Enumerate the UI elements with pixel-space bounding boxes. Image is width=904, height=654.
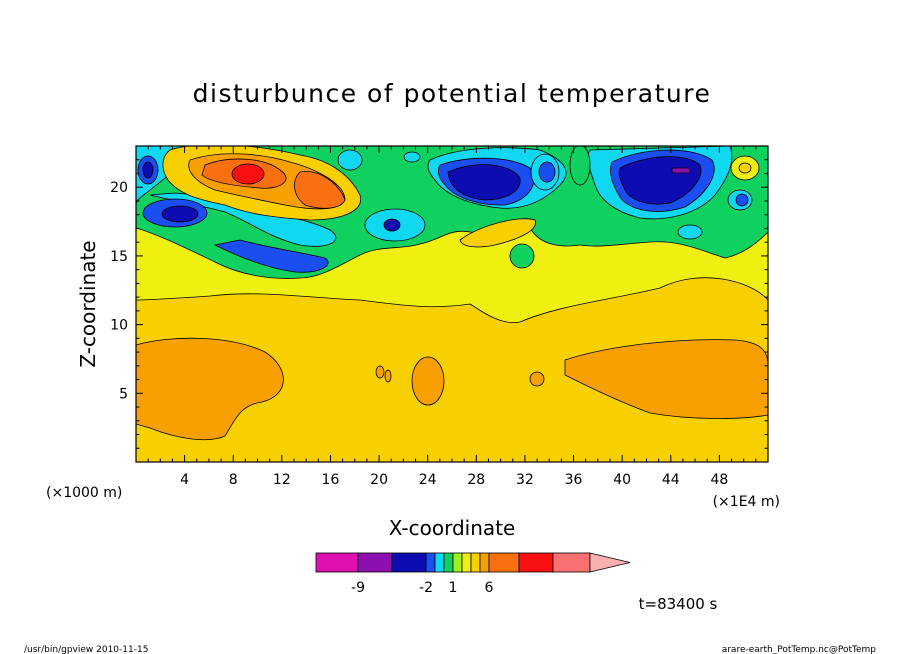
region-upper-mid-cold-core (447, 164, 521, 201)
region-cyan-10 (677, 224, 703, 240)
x-unit-left: (×1000 m) (46, 485, 122, 501)
chart-title: disturbunce of potential temperature (193, 79, 712, 108)
x-tick-label: 28 (467, 472, 485, 488)
y-tick-label: 20 (110, 180, 128, 196)
colorbar-swatch (518, 552, 554, 573)
region-warm-layer-4 (294, 171, 346, 209)
region-small-orange-4 (384, 369, 392, 383)
colorbar-swatch (552, 552, 591, 573)
region-blue-7 (735, 193, 749, 207)
colorbar-swatch (488, 552, 520, 573)
x-tick-label: 8 (229, 472, 238, 488)
time-label: t=83400 s (639, 595, 718, 613)
y-tick-label: 5 (119, 386, 128, 402)
x-tick-label: 12 (273, 472, 291, 488)
x-tick-label: 36 (565, 472, 583, 488)
colorbar-swatch (452, 552, 463, 573)
colorbar-overflow-arrow (589, 552, 631, 573)
region-purple-core (671, 167, 691, 174)
x-tick-label: 44 (662, 472, 680, 488)
colorbar-swatch (461, 552, 472, 573)
x-axis-ticks: 4 8 12 16 20 24 28 32 36 40 44 48 (147, 146, 757, 488)
region-yellow-blob-2 (738, 162, 752, 174)
y-axis-ticks: 5 10 15 20 (110, 159, 768, 449)
region-warm-layer-5 (459, 218, 536, 248)
region-cyan-7 (403, 151, 421, 163)
colorbar-label: 6 (485, 580, 494, 596)
region-dark-blue-2 (142, 161, 154, 179)
x-tick-label: 16 (322, 472, 340, 488)
region-green-blob-1 (509, 243, 535, 269)
colorbar-swatch (315, 552, 359, 573)
y-tick-label: 15 (110, 249, 128, 265)
region-small-orange-3 (375, 365, 385, 379)
x-tick-label: 20 (370, 472, 388, 488)
colorbar-label: 1 (449, 580, 458, 596)
x-unit-right: (×1E4 m) (713, 494, 780, 510)
colorbar-label: -2 (419, 580, 433, 596)
x-tick-label: 48 (710, 472, 728, 488)
region-small-orange-1 (411, 356, 445, 406)
footer-left: /usr/bin/gpview 2010-11-15 (24, 645, 148, 654)
region-green-blob-2 (569, 146, 591, 186)
region-dark-blue-1 (161, 205, 199, 223)
footer-right: arare-earth_PotTemp.nc@PotTemp (722, 645, 877, 654)
colorbar-swatch (357, 552, 393, 573)
x-axis-label: X-coordinate (389, 516, 516, 540)
colorbar-swatch (470, 552, 481, 573)
region-lower-right-orange-blob (564, 339, 768, 419)
x-tick-label: 24 (419, 472, 437, 488)
colorbar: -9 -2 1 6 (315, 552, 631, 596)
colorbar-swatch (443, 552, 454, 573)
region-dark-blue-3 (383, 218, 401, 232)
region-blue-1 (213, 239, 329, 273)
x-tick-label: 4 (180, 472, 189, 488)
region-lower-left-orange-blob (136, 337, 284, 441)
colorbar-swatch (391, 552, 427, 573)
region-cyan-4 (337, 149, 363, 171)
y-tick-label: 10 (110, 318, 128, 334)
colorbar-swatch (425, 552, 436, 573)
colorbar-label: -9 (351, 580, 365, 596)
region-small-orange-2 (529, 371, 545, 387)
colorbar-swatch (434, 552, 445, 573)
x-tick-label: 32 (516, 472, 534, 488)
x-tick-label: 40 (613, 472, 631, 488)
colorbar-swatch (479, 552, 490, 573)
region-blue-5 (538, 161, 556, 183)
region-upper-left-warm-core (231, 163, 265, 185)
y-axis-label: Z-coordinate (76, 240, 100, 367)
